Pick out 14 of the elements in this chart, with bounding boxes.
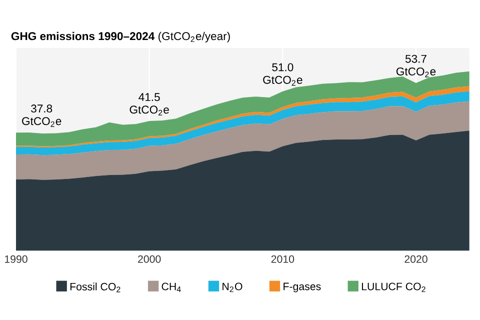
legend-label: LULUCF CO$_{2}$ [362,282,426,292]
x-tick-label: 1990 [4,255,28,263]
annotation: 37.8 GtCO$_{2}$e [22,104,62,127]
annotation: 53.7 GtCO$_{2}$e [396,54,436,78]
legend-label: N$_{2}$O [222,282,242,292]
x-tick-label: 2020 [404,255,428,263]
chart-title: GHG emissions 1990–2024 (GtCO$_{2}$e/year) [11,32,230,42]
annotation: 41.5 GtCO$_{2}$e [130,93,169,116]
legend-label: CH$_{4}$ [162,282,181,292]
x-tick-label: 2010 [271,255,294,263]
x-tick-label: 2000 [138,255,161,263]
annotation: 51.0 GtCO$_{2}$e [263,63,302,86]
legend-label: Fossil CO$_{2}$ [70,282,120,292]
legend-label: F-gases [284,282,321,292]
